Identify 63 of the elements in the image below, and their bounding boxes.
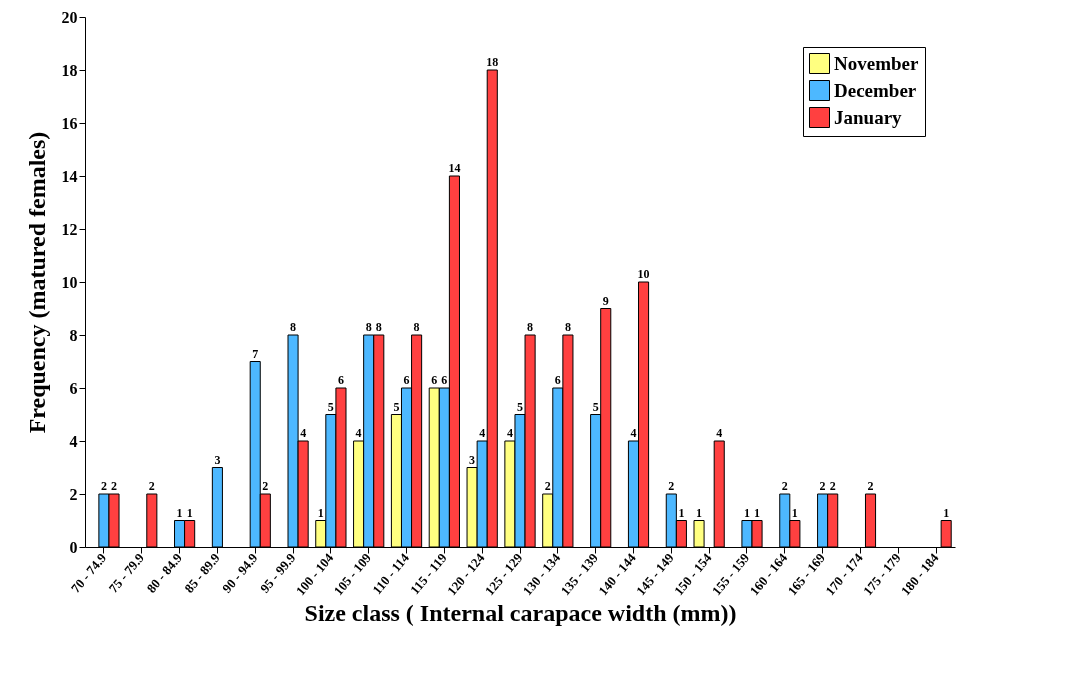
y-tick-label: 6 bbox=[69, 379, 78, 397]
data-label: 4 bbox=[355, 426, 362, 440]
y-tick-label: 16 bbox=[61, 114, 78, 132]
data-label: 10 bbox=[637, 267, 650, 281]
legend-label: January bbox=[834, 106, 903, 128]
data-label: 4 bbox=[479, 426, 486, 440]
data-label: 3 bbox=[469, 452, 476, 467]
data-label: 1 bbox=[754, 505, 761, 520]
data-label: 14 bbox=[448, 161, 461, 175]
data-label: 6 bbox=[403, 373, 410, 387]
data-label: 8 bbox=[365, 320, 372, 334]
legend-label: November bbox=[834, 52, 919, 74]
data-label: 4 bbox=[300, 426, 307, 440]
data-label: 4 bbox=[630, 426, 637, 440]
y-tick-label: 12 bbox=[61, 220, 78, 238]
data-label: 5 bbox=[393, 399, 400, 414]
data-label: 8 bbox=[564, 320, 571, 334]
data-label: 2 bbox=[544, 479, 551, 493]
data-label: 4 bbox=[506, 426, 513, 440]
data-label: 5 bbox=[327, 399, 334, 414]
data-label: 6 bbox=[431, 373, 438, 387]
data-label: 6 bbox=[441, 373, 448, 387]
data-label: 1 bbox=[678, 505, 685, 520]
x-axis-title: Size class ( Internal carapace width (mm)) bbox=[304, 600, 737, 627]
data-label: 2 bbox=[668, 479, 675, 493]
legend-label: December bbox=[834, 79, 917, 101]
data-label: 2 bbox=[100, 479, 107, 493]
data-label: 8 bbox=[413, 320, 420, 334]
data-label: 2 bbox=[867, 479, 874, 493]
data-label: 1 bbox=[743, 505, 750, 520]
data-label: 6 bbox=[554, 373, 561, 387]
data-label: 8 bbox=[527, 320, 534, 334]
data-label: 1 bbox=[317, 505, 324, 520]
data-label: 3 bbox=[214, 452, 221, 467]
data-label: 1 bbox=[176, 505, 183, 520]
data-label: 1 bbox=[943, 505, 950, 520]
y-tick-label: 8 bbox=[69, 326, 78, 344]
data-label: 1 bbox=[791, 505, 798, 520]
data-label: 2 bbox=[111, 479, 117, 493]
y-axis-title: Frequency (matured females) bbox=[23, 131, 50, 434]
y-tick-label: 0 bbox=[69, 538, 78, 556]
data-label: 7 bbox=[252, 346, 259, 361]
data-label: 4 bbox=[716, 426, 723, 440]
data-label: 2 bbox=[819, 479, 826, 493]
data-label: 8 bbox=[290, 320, 297, 334]
data-label: 2 bbox=[781, 479, 788, 493]
y-tick-label: 2 bbox=[69, 485, 78, 503]
y-tick-label: 20 bbox=[61, 8, 78, 26]
data-label: 5 bbox=[517, 399, 523, 414]
data-label: 1 bbox=[696, 505, 703, 520]
data-label: 9 bbox=[602, 293, 609, 308]
data-label: 2 bbox=[262, 479, 269, 493]
data-label: 1 bbox=[186, 505, 193, 520]
data-label: 8 bbox=[375, 320, 382, 334]
y-tick-label: 4 bbox=[69, 432, 78, 450]
data-label: 2 bbox=[148, 479, 155, 493]
data-label: 6 bbox=[337, 373, 344, 387]
y-tick-label: 10 bbox=[61, 273, 78, 291]
y-tick-label: 18 bbox=[61, 61, 78, 79]
y-tick-label: 14 bbox=[61, 167, 78, 185]
data-label: 18 bbox=[486, 55, 499, 69]
data-label: 5 bbox=[592, 399, 599, 414]
data-label: 2 bbox=[829, 479, 836, 493]
